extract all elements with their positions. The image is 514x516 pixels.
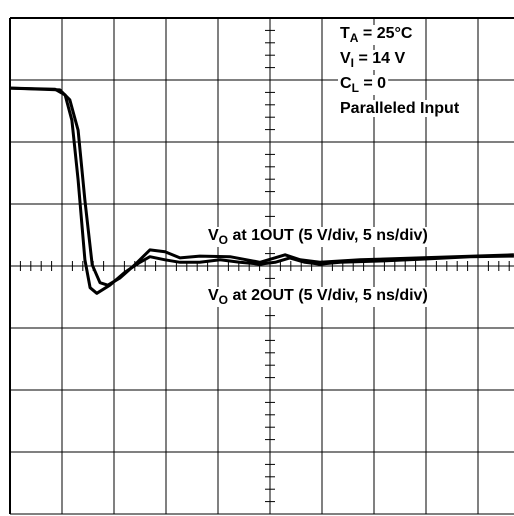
annotation: VI = 14 V: [340, 50, 405, 70]
label-main: Paralleled Input: [340, 100, 460, 117]
label-main: C: [340, 75, 352, 92]
label-sub: A: [350, 31, 359, 45]
label-bg: [206, 227, 430, 247]
label-sub: L: [352, 81, 359, 95]
label-rest: at 2OUT (5 V/div, 5 ns/div): [228, 287, 428, 304]
annotation: TA = 25°C: [340, 25, 413, 45]
annotation: CL = 0: [340, 75, 386, 95]
label-bg: [338, 25, 415, 45]
label-sub: I: [351, 56, 354, 70]
label-rest: at 1OUT (5 V/div, 5 ns/div): [228, 227, 428, 244]
label-main: V: [208, 287, 219, 304]
grid: [9, 17, 514, 515]
label-main: V: [208, 227, 219, 244]
annotation: Paralleled Input: [340, 100, 460, 117]
label-main: T: [340, 25, 350, 42]
label-sub: O: [219, 293, 228, 307]
label-rest: = 25°C: [358, 25, 412, 42]
label-sub: O: [219, 233, 228, 247]
label-bg: [206, 287, 430, 307]
label-bg: [338, 75, 389, 95]
trace-label: VO at 1OUT (5 V/div, 5 ns/div): [208, 227, 428, 247]
label-rest: = 0: [359, 75, 386, 92]
label-main: V: [340, 50, 351, 67]
label-bg: [338, 100, 462, 117]
label-bg: [338, 50, 408, 70]
trace-label: VO at 2OUT (5 V/div, 5 ns/div): [208, 287, 428, 307]
trace: [9, 86, 514, 287]
label-rest: = 14 V: [354, 50, 405, 67]
